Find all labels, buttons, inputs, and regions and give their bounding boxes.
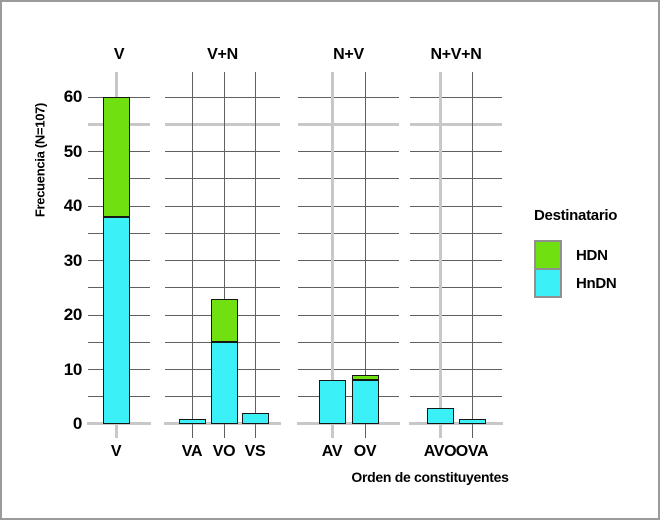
bottom-tick [191, 424, 193, 438]
facet-label-V: V [113, 46, 125, 63]
h-gridline [298, 178, 399, 180]
category-label-AV: AV [321, 443, 343, 460]
h-gridline [298, 396, 399, 398]
bar-VS-HnDN [241, 413, 269, 424]
h-gridline [165, 205, 280, 207]
v-gridline [191, 85, 193, 424]
h-gridline [298, 151, 399, 152]
h-gridline [298, 205, 399, 207]
h-gridline [410, 232, 502, 234]
y-tick-label: 40 [63, 196, 83, 215]
legend-swatch-hndn [534, 268, 562, 298]
h-gridline [165, 260, 280, 261]
y-tick-label: 60 [63, 87, 83, 106]
category-label-OVA: OVA [455, 443, 489, 460]
bar-VA-HnDN [178, 418, 206, 424]
bar-V-HDN [102, 97, 130, 217]
h-gridline [298, 260, 399, 261]
top-tick [254, 72, 256, 85]
v-gridline [223, 85, 225, 424]
h-gridline [410, 369, 502, 370]
top-tick [471, 72, 473, 85]
h-gridline [410, 287, 502, 289]
category-label-VS: VS [244, 443, 266, 460]
bottom-tick [364, 424, 366, 438]
h-gridline [298, 96, 399, 98]
baseline [297, 422, 400, 425]
category-label-VO: VO [212, 443, 236, 460]
h-gridline [298, 341, 399, 343]
legend-label-hndn: HnDN [576, 274, 617, 292]
h-gridline [298, 314, 399, 316]
bar-OVA-HnDN [458, 418, 486, 424]
h-gridline [165, 287, 280, 289]
bottom-tick [471, 424, 473, 438]
category-label-V: V [110, 443, 122, 460]
bar-AV-HnDN [318, 380, 346, 424]
h-gridline [410, 341, 502, 343]
h-gridline [410, 314, 502, 316]
top-tick [223, 72, 225, 85]
category-label-OV: OV [353, 443, 377, 460]
v-gridline [364, 85, 366, 424]
h-gridline [298, 369, 399, 370]
top-tick [364, 72, 366, 85]
bottom-tick [114, 424, 118, 438]
y-tick-label: 30 [63, 250, 83, 270]
h-gridline [410, 205, 502, 207]
bar-V-HnDN [102, 216, 130, 424]
bottom-tick [438, 424, 442, 438]
bar-OV-HnDN [351, 380, 379, 424]
bar-OV-HDN [351, 374, 379, 381]
x-axis-title: Orden de constituyentes [351, 469, 509, 485]
bottom-tick [223, 424, 225, 438]
h-gridline [165, 232, 280, 234]
legend-swatch-hdn [534, 240, 562, 270]
category-label-AVO: AVO [423, 443, 457, 460]
legend-label-hdn: HDN [576, 246, 608, 264]
bar-VO-HnDN [210, 342, 238, 424]
facet-label-N+V: N+V [333, 46, 364, 63]
facet-label-V+N: V+N [207, 46, 238, 63]
baseline [409, 422, 503, 425]
h-gridline [298, 287, 399, 289]
bottom-tick [254, 424, 256, 438]
h-gridline [298, 122, 399, 126]
y-tick-label: 0 [72, 414, 82, 433]
h-gridline [410, 122, 502, 126]
h-gridline [165, 122, 280, 126]
h-gridline [410, 96, 502, 98]
v-gridline [471, 85, 473, 424]
bar-AVO-HnDN [426, 407, 454, 424]
y-tick-label: 20 [63, 305, 83, 324]
facet-label-N+V+N: N+V+N [430, 46, 482, 63]
h-gridline [410, 396, 502, 398]
y-tick-label: 10 [63, 359, 83, 379]
bar-VO-HDN [210, 298, 238, 343]
legend-item-hdn: HDN [534, 240, 658, 270]
legend-title: Destinatario [534, 207, 618, 224]
h-gridline [165, 151, 280, 152]
top-tick [330, 72, 334, 85]
h-gridline [298, 232, 399, 234]
category-label-VA: VA [181, 443, 203, 460]
h-gridline [165, 178, 280, 180]
v-gridline [330, 85, 334, 424]
top-tick [438, 72, 442, 85]
y-tick-label: 50 [63, 141, 83, 161]
top-tick [114, 72, 118, 85]
h-gridline [410, 260, 502, 261]
h-gridline [165, 96, 280, 98]
v-gridline [254, 85, 256, 424]
legend: Destinatario HDN HnDN [534, 207, 658, 298]
h-gridline [410, 178, 502, 180]
top-tick [191, 72, 193, 85]
h-gridline [410, 151, 502, 152]
bottom-tick [330, 424, 334, 438]
legend-item-hndn: HnDN [534, 268, 658, 298]
v-gridline [438, 85, 442, 424]
